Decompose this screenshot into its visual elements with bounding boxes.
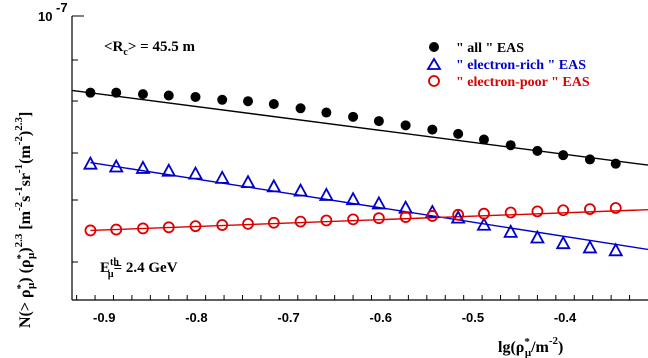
legend-marker-all bbox=[429, 42, 439, 52]
data-point-all bbox=[85, 87, 96, 98]
legend-label-electron-rich: " electron-rich " EAS bbox=[456, 58, 586, 73]
data-point-electron-poor bbox=[609, 202, 622, 214]
data-point-electron-rich bbox=[318, 187, 334, 201]
legend: " all " EAS " electron-rich " EAS " elec… bbox=[426, 41, 590, 90]
data-point-electron-rich bbox=[266, 178, 282, 193]
data-point-all bbox=[163, 90, 174, 101]
data-point-all bbox=[558, 150, 569, 161]
data-point-electron-rich bbox=[161, 162, 177, 177]
data-point-all bbox=[137, 89, 148, 100]
fit-lines bbox=[71, 89, 648, 251]
legend-label-all: " all " EAS bbox=[456, 41, 524, 56]
data-point-electron-rich bbox=[187, 165, 204, 180]
data-point-electron-rich bbox=[450, 209, 466, 224]
data-point-electron-poor bbox=[162, 221, 175, 234]
data-point-all bbox=[453, 128, 464, 139]
data-point-all bbox=[373, 116, 384, 127]
data-point-electron-poor bbox=[110, 223, 123, 236]
data-point-electron-rich bbox=[529, 229, 545, 244]
data-point-electron-rich bbox=[555, 235, 571, 250]
data-point-all bbox=[427, 124, 438, 135]
data-point-electron-rich bbox=[476, 216, 492, 231]
fit-line bbox=[90, 161, 648, 251]
data-point-electron-rich bbox=[135, 160, 151, 174]
data-point-electron-poor bbox=[267, 216, 280, 229]
data-point-electron-poor bbox=[557, 204, 570, 217]
data-points bbox=[82, 87, 624, 257]
x-tick-label: -0.9 bbox=[93, 310, 115, 325]
y-tick-label-10: 10 bbox=[38, 9, 52, 24]
data-point-all bbox=[321, 107, 332, 118]
x-tick-label: -0.4 bbox=[554, 310, 577, 325]
data-point-electron-poor bbox=[320, 214, 333, 227]
data-point-all bbox=[532, 145, 543, 156]
x-tick-label: -0.6 bbox=[370, 310, 392, 325]
data-point-electron-rich bbox=[345, 191, 361, 206]
x-tick-label: -0.8 bbox=[185, 310, 207, 325]
data-point-electron-poor bbox=[399, 211, 412, 223]
data-point-electron-poor bbox=[584, 203, 596, 216]
data-point-electron-rich bbox=[608, 242, 624, 257]
data-point-all bbox=[243, 96, 254, 107]
fit-line bbox=[90, 208, 648, 232]
x-axis-label: lg(ρ* μ/m-2) bbox=[498, 335, 563, 358]
rc-annotation: <Rc> = 45.5 m bbox=[104, 39, 195, 58]
data-point-electron-poor bbox=[347, 213, 359, 226]
data-point-all bbox=[295, 103, 306, 114]
data-point-electron-poor bbox=[189, 220, 202, 233]
fit-line bbox=[71, 89, 648, 166]
data-point-all bbox=[478, 134, 489, 145]
data-point-electron-rich bbox=[293, 182, 309, 197]
data-point-electron-poor bbox=[372, 212, 385, 225]
energy-annotation: Eth μ= 2.4 GeV bbox=[100, 257, 178, 280]
data-point-all bbox=[400, 120, 411, 131]
data-point-electron-poor bbox=[531, 205, 544, 218]
data-point-electron-poor bbox=[216, 219, 229, 231]
data-point-electron-poor bbox=[452, 208, 465, 221]
data-point-electron-poor bbox=[426, 210, 439, 222]
data-point-electron-rich bbox=[214, 170, 230, 184]
data-point-electron-rich bbox=[371, 195, 387, 210]
x-tick-label: -0.7 bbox=[277, 310, 299, 325]
data-point-all bbox=[217, 94, 228, 105]
data-point-all bbox=[584, 154, 595, 165]
data-point-electron-poor bbox=[84, 224, 97, 237]
y-ticks bbox=[72, 15, 84, 263]
data-point-electron-rich bbox=[582, 239, 598, 254]
data-point-all bbox=[190, 91, 201, 102]
data-point-electron-poor bbox=[137, 222, 149, 235]
data-point-electron-poor bbox=[294, 215, 307, 228]
legend-label-electron-poor: " electron-poor " EAS bbox=[456, 75, 590, 90]
data-point-electron-poor bbox=[242, 217, 254, 230]
y-tick-exponent: -7 bbox=[56, 0, 68, 15]
x-tick-label: -0.5 bbox=[462, 310, 484, 325]
data-point-electron-poor bbox=[504, 206, 517, 219]
data-point-electron-rich bbox=[108, 158, 124, 173]
x-ticks: -0.9 -0.8 -0.7 -0.6 -0.5 -0.4 bbox=[76, 295, 631, 325]
legend-marker-electron-poor bbox=[428, 75, 440, 87]
data-point-electron-rich bbox=[503, 223, 519, 238]
data-point-electron-rich bbox=[82, 155, 98, 170]
data-point-all bbox=[505, 140, 516, 151]
data-point-all bbox=[610, 158, 621, 169]
legend-marker-electron-rich bbox=[426, 57, 442, 70]
plot-frame bbox=[71, 16, 648, 301]
data-point-all bbox=[111, 87, 122, 98]
data-point-electron-rich bbox=[240, 174, 256, 189]
data-point-electron-poor bbox=[478, 207, 490, 220]
data-point-all bbox=[268, 99, 279, 110]
y-axis-label: N(> ρ*μ) (ρ*μ)2.3 [m-2s-1sr-1(m-2)2.3] bbox=[13, 112, 37, 328]
data-point-all bbox=[348, 111, 359, 122]
